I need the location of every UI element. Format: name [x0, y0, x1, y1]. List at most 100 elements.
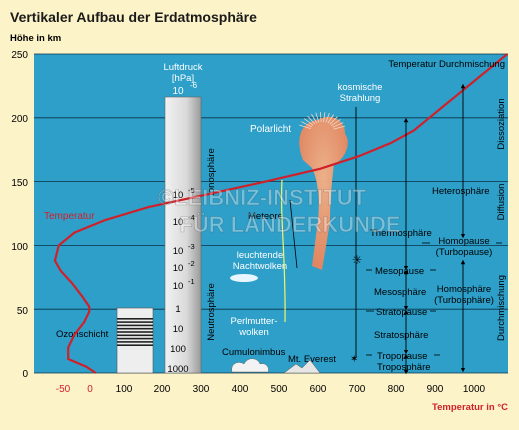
meteor-line	[289, 199, 298, 269]
x-axis-label: Temperatur in °C	[432, 402, 508, 413]
aurora-ray	[307, 115, 316, 125]
plot-area	[34, 54, 508, 373]
x-axis-ticks: -50 0 100 200 300 400 500 600 700 800 90…	[56, 384, 486, 395]
aurora-ray	[315, 112, 320, 123]
pressure-column	[164, 96, 202, 374]
x-tick-label: 800	[388, 384, 405, 395]
y-tick-label: 50	[17, 306, 29, 317]
aurora-ray	[303, 118, 314, 126]
nacreous-label-2: wolken	[238, 327, 269, 338]
pressure-value: 10	[173, 324, 184, 335]
ozone-stripe	[117, 324, 153, 327]
pressure-title: Luftdruck	[163, 62, 202, 73]
x-tick-label: -50	[56, 384, 71, 395]
aurora-ray	[299, 124, 311, 129]
x-tick-label: 0	[87, 384, 93, 395]
diffusion-label: Diffusion	[496, 184, 507, 221]
y-axis-label: Höhe in km	[10, 33, 61, 44]
nacreous-line	[280, 179, 286, 323]
tropopause-label: Tropopause	[377, 351, 427, 362]
ozone-stripe	[117, 344, 153, 346]
ozone-layer-block	[116, 307, 154, 374]
aurora-ray	[332, 122, 344, 128]
stratopause-label: Stratopause	[376, 307, 427, 318]
troposphere-label: Troposphäre	[377, 362, 431, 373]
layer-boundaries	[366, 242, 502, 356]
noctilucent-cloud	[230, 274, 258, 282]
pressure-top-exp: -6	[190, 81, 198, 90]
y-tick-label: 150	[11, 178, 28, 189]
temperature-curve	[53, 53, 508, 374]
temperature-curve-label: Temperatur	[44, 211, 95, 222]
cosmic-radiation-label-1: kosmische	[338, 82, 383, 93]
pressure-value: 10	[173, 246, 184, 257]
temperature-mixing-label: Temperatur Durchmischung	[388, 59, 505, 70]
cosmic-radiation-label-2: Strahlung	[340, 93, 381, 104]
mixing-label: Durchmischung	[496, 275, 507, 341]
ozone-stripe	[117, 331, 153, 333]
aurora-ray	[325, 112, 330, 123]
cosmic-ground-icon: ✶	[350, 354, 358, 365]
dissociation-label: Dissoziation	[496, 98, 507, 149]
noctilucent-label-2: Nachtwolken	[233, 261, 287, 272]
x-tick-label: 900	[427, 384, 444, 395]
aurora-ray	[319, 112, 322, 123]
y-tick-label: 0	[22, 369, 28, 380]
x-tick-label: 300	[193, 384, 210, 395]
ozone-stripe	[117, 334, 153, 337]
cumulonimbus-label: Cumulonimbus	[222, 347, 286, 358]
everest-label: Mt. Everest	[288, 354, 336, 365]
mesopause-label: Mesopause	[375, 266, 424, 277]
chart-title: Vertikaler Aufbau der Erdatmosphäre	[10, 9, 257, 25]
thermosphere-label: Thermosphäre	[370, 228, 432, 239]
homosphere-label-2: (Turbosphäre)	[434, 295, 494, 306]
pressure-unit: [hPa]	[172, 73, 194, 84]
ozone-stripe	[117, 327, 153, 330]
ionosphere-label: Ionosphäre	[206, 148, 217, 196]
pressure-value: 10	[173, 217, 184, 228]
aurora-ray	[333, 125, 346, 130]
pressure-value: 1	[175, 304, 180, 315]
ozone-stripe	[117, 341, 153, 343]
aurora-ray	[311, 113, 318, 124]
aurora-ray	[323, 112, 326, 123]
aurora-ray	[331, 119, 341, 127]
x-tick-label: 100	[116, 384, 133, 395]
pressure-value: 1000	[167, 364, 188, 375]
watermark-line-2: FÜR LÄNDERKUNDE	[179, 212, 400, 237]
cosmic-star-icon: ✳	[352, 253, 362, 267]
aurora-ray	[327, 114, 334, 124]
homopause-label-2: (Turbopause)	[436, 247, 493, 258]
aurora-ray	[301, 121, 312, 128]
x-tick-label: 400	[232, 384, 249, 395]
meteor-label: Meteore	[248, 211, 283, 222]
noctilucent-label-1: leuchtende	[237, 250, 283, 261]
aurora-ray	[329, 116, 338, 125]
x-tick-label: 500	[271, 384, 288, 395]
ozone-stripe	[117, 337, 153, 340]
pressure-exponent: -5	[188, 186, 195, 195]
ozone-stripe	[117, 318, 153, 320]
x-tick-label: 700	[349, 384, 366, 395]
neutrosphere-label: Neutrosphäre	[206, 283, 217, 341]
ozone-label: Ozonschicht	[56, 329, 109, 340]
y-axis-ticks: 250 200 150 100 50 0	[11, 50, 28, 380]
watermark-line-1: ©LEIBNIZ-INSTITUT	[158, 185, 367, 210]
x-tick-label: 600	[310, 384, 327, 395]
pressure-exponent: -3	[188, 242, 195, 251]
x-tick-label: 1000	[463, 384, 486, 395]
homopause-label-1: Homopause	[438, 236, 489, 247]
pressure-labels: 10 -5 10 -4 10 -3 10 -2 10 -1 1 10 100 1000	[167, 186, 194, 375]
x-tick-label: 200	[154, 384, 171, 395]
cloud-icon	[231, 358, 269, 373]
homosphere-label-1: Homosphäre	[437, 284, 491, 295]
pressure-value: 10	[173, 281, 184, 292]
gridlines	[34, 53, 508, 374]
stratosphere-label: Stratosphäre	[374, 330, 428, 341]
pressure-exponent: -4	[188, 213, 195, 222]
mountain-icon	[283, 359, 321, 374]
pressure-exponent: -2	[188, 259, 195, 268]
ozone-stripe	[117, 321, 153, 323]
